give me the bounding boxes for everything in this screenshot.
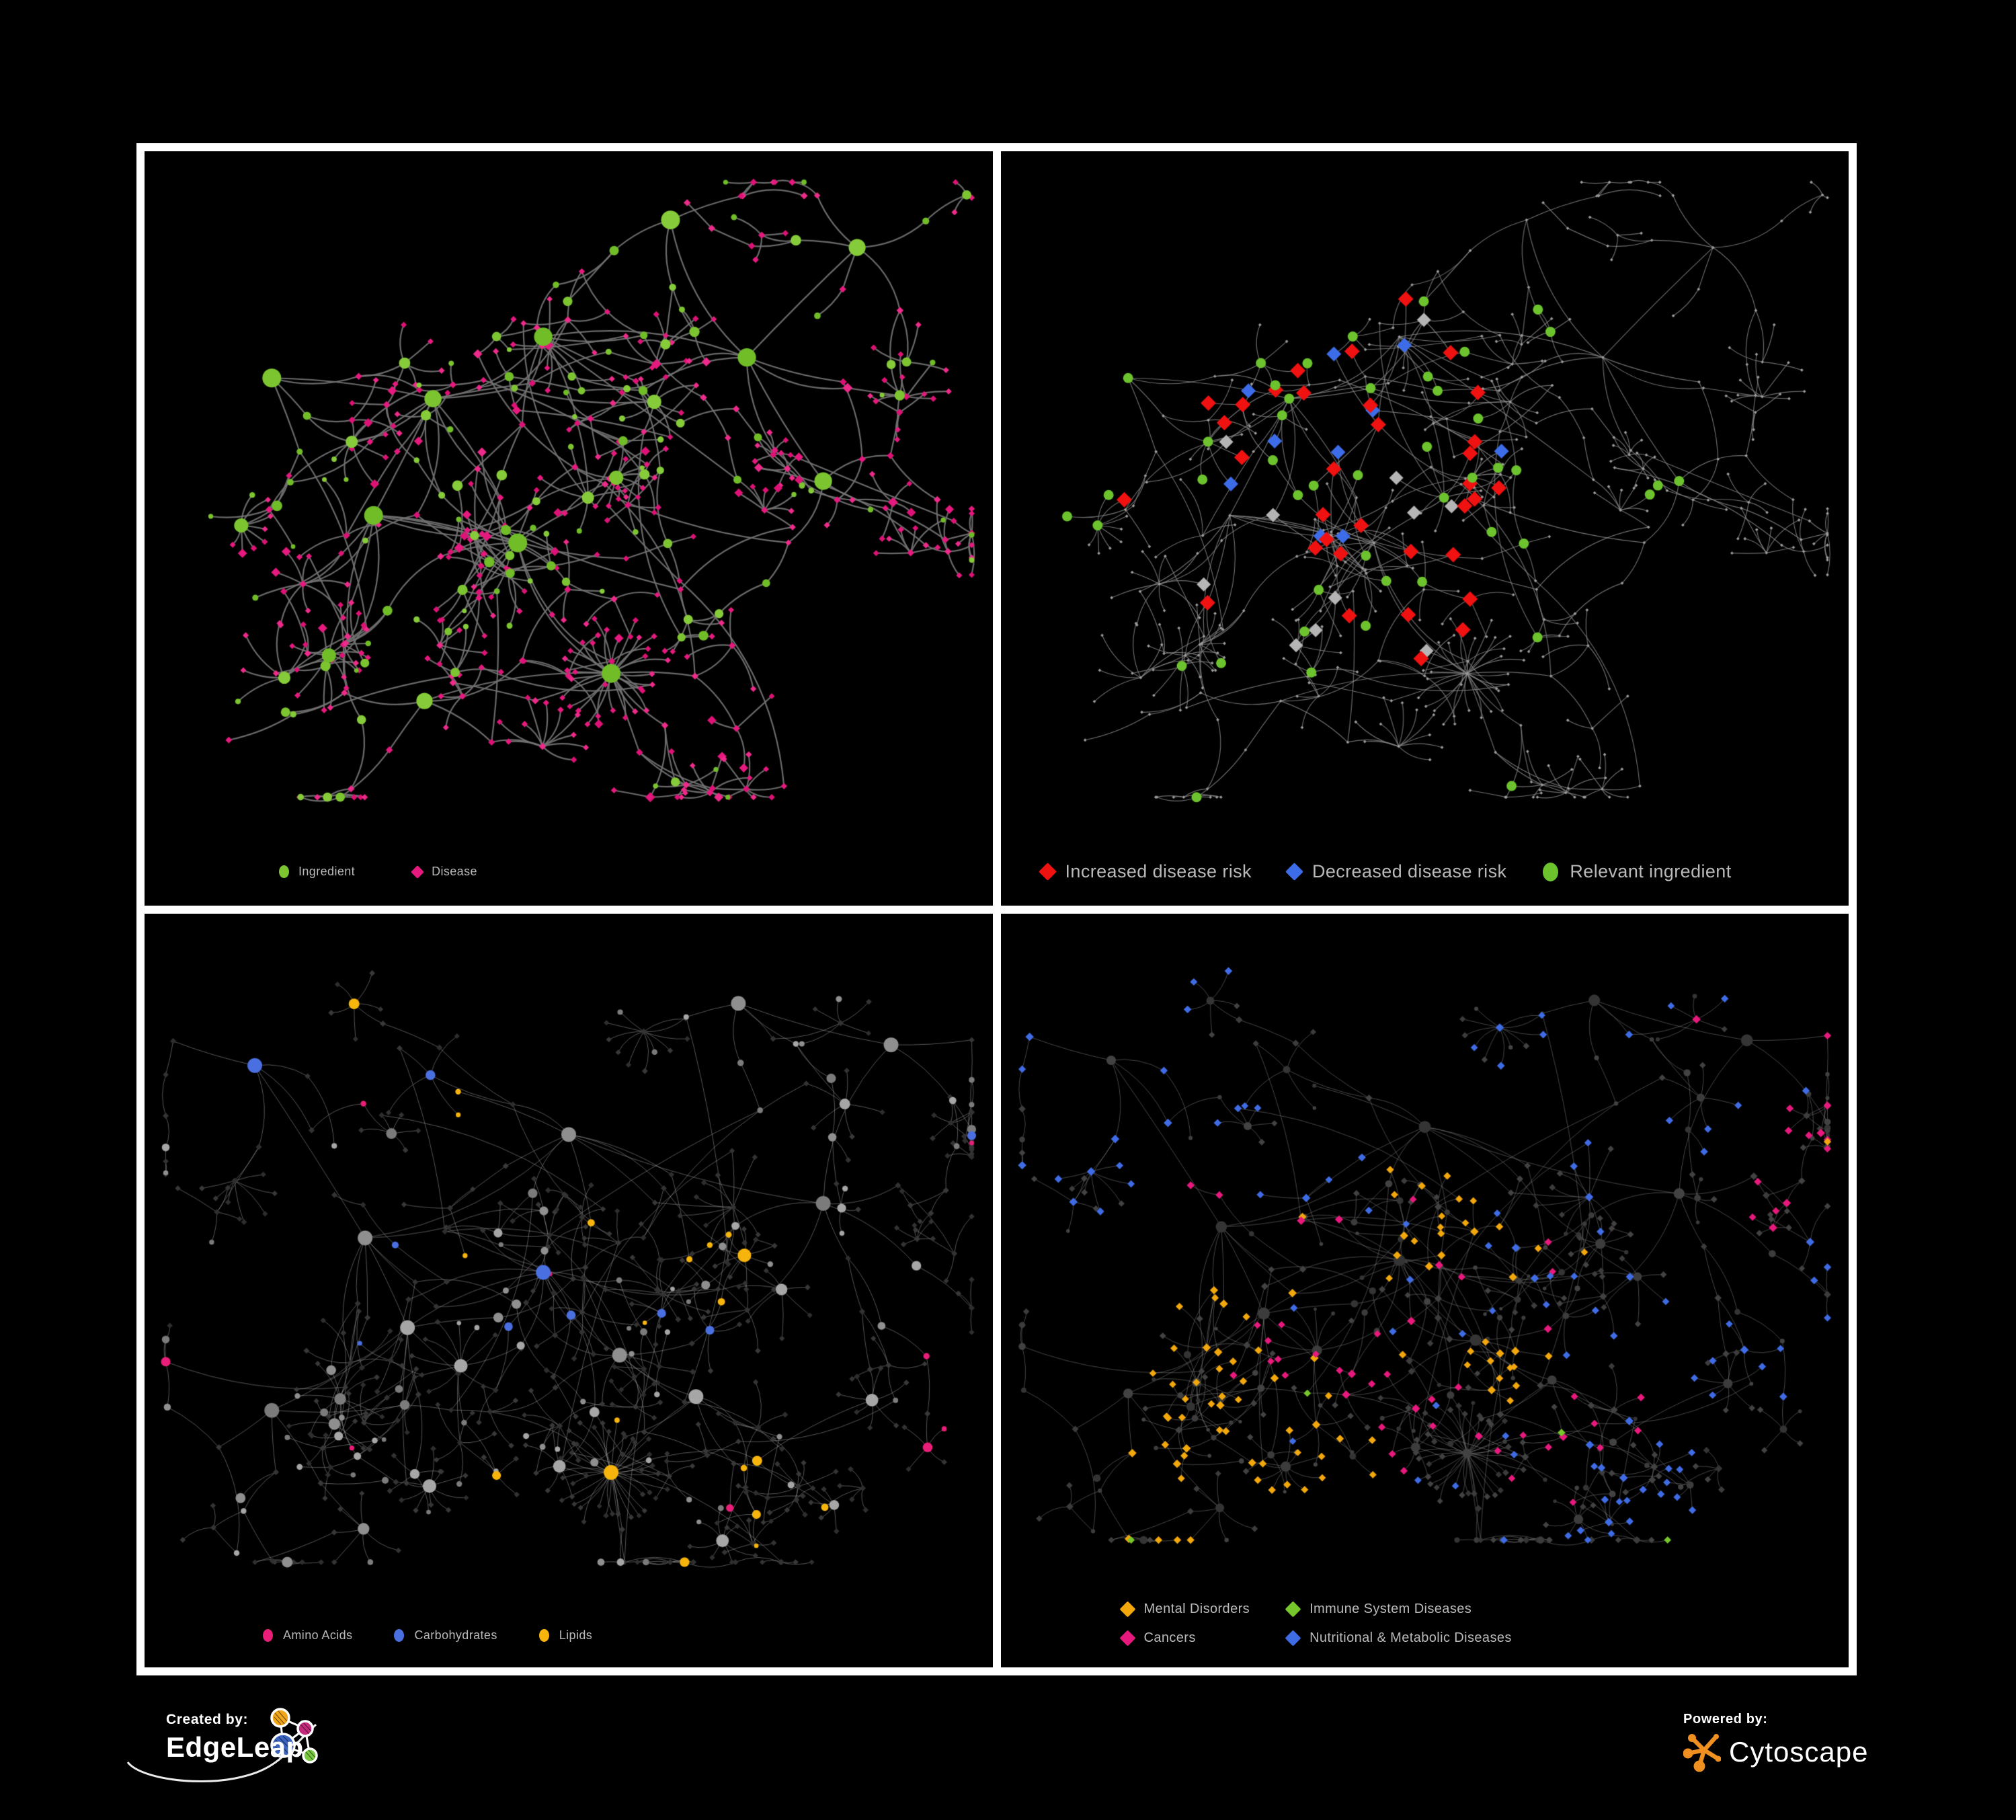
ingredient-disease-legend: Ingredient Disease: [145, 838, 993, 906]
legend-item-immune-system-diseases: Immune System Diseases: [1285, 1601, 1512, 1618]
ingredient-disease-network-canvas: [145, 151, 993, 838]
legend-item-decreased-risk: Decreased disease risk: [1285, 861, 1507, 882]
legend-label: Cancers: [1143, 1630, 1196, 1646]
legend-label: Mental Disorders: [1143, 1601, 1250, 1617]
legend-item-mental-disorders: Mental Disorders: [1119, 1601, 1250, 1618]
ingredient-swatch-icon: [279, 865, 289, 879]
immune-system-diseases-swatch-icon: [1285, 1601, 1301, 1618]
lipids-swatch-icon: [538, 1629, 549, 1643]
legend-item-disease: Disease: [411, 865, 477, 879]
legend-item-lipids: Lipids: [538, 1628, 593, 1643]
panel-ingredient-disease-network: Ingredient Disease: [145, 151, 993, 906]
disease-swatch-icon: [411, 865, 424, 879]
created-by-label: Created by:: [166, 1712, 249, 1727]
increased-risk-swatch-icon: [1038, 863, 1057, 881]
nutrient-class-network-canvas: [145, 913, 993, 1604]
legend-label: Nutritional & Metabolic Diseases: [1309, 1630, 1512, 1646]
legend-label: Ingredient: [298, 865, 356, 879]
legend-label: Disease: [432, 865, 477, 879]
relevant-ingredient-swatch-icon: [1543, 862, 1559, 881]
cytoscape-logo-icon: [1683, 1734, 1721, 1772]
carbohydrates-swatch-icon: [394, 1629, 405, 1643]
legend-label: Lipids: [559, 1628, 593, 1643]
legend-label: Amino Acids: [283, 1628, 353, 1643]
legend-label: Relevant ingredient: [1570, 861, 1732, 882]
disease-class-network-canvas: [1000, 913, 1849, 1581]
amino-acids-swatch-icon: [263, 1629, 273, 1643]
edgeleap-wordmark: EdgeLeap: [166, 1731, 304, 1763]
legend-label: Increased disease risk: [1065, 861, 1252, 882]
cancers-swatch-icon: [1119, 1630, 1136, 1647]
legend-item-carbohydrates: Carbohydrates: [394, 1628, 497, 1643]
legend-item-relevant-ingredient: Relevant ingredient: [1543, 861, 1731, 882]
edgeleap-branding: Created by: EdgeLeap: [126, 1708, 318, 1783]
legend-label: Carbohydrates: [414, 1628, 497, 1643]
edgeleap-logo-icon: [126, 1708, 318, 1783]
legend-item-cancers: Cancers: [1119, 1630, 1250, 1647]
disease-risk-network-canvas: [1000, 151, 1849, 838]
legend-label: Immune System Diseases: [1309, 1601, 1472, 1617]
legend-item-ingredient: Ingredient: [279, 865, 355, 879]
panel-grid: Ingredient Disease Increased disease ris…: [136, 143, 1857, 1675]
panel-disease-class-network: Mental Disorders Cancers Immune System D…: [1000, 913, 1849, 1667]
cytoscape-wordmark: Cytoscape: [1729, 1736, 1869, 1768]
legend-item-increased-risk: Increased disease risk: [1038, 861, 1252, 882]
nutrient-class-legend: Amino Acids Carbohydrates Lipids: [145, 1604, 993, 1667]
disease-risk-legend: Increased disease risk Decreased disease…: [1001, 838, 1849, 906]
legend-item-nutritional-metabolic-diseases: Nutritional & Metabolic Diseases: [1285, 1630, 1512, 1647]
cytoscape-branding: Powered by: Cytoscape: [1683, 1712, 1868, 1773]
panel-nutrient-class-network: Amino Acids Carbohydrates Lipids: [145, 913, 993, 1667]
legend-item-amino-acids: Amino Acids: [263, 1628, 352, 1643]
mental-disorders-swatch-icon: [1119, 1601, 1136, 1618]
legend-label: Decreased disease risk: [1312, 861, 1507, 882]
nutritional-metabolic-diseases-swatch-icon: [1285, 1630, 1301, 1647]
decreased-risk-swatch-icon: [1285, 863, 1303, 881]
disease-class-legend: Mental Disorders Cancers Immune System D…: [1001, 1580, 1849, 1667]
panel-disease-risk-network: Increased disease risk Decreased disease…: [1000, 151, 1849, 906]
powered-by-label: Powered by:: [1683, 1712, 1768, 1727]
